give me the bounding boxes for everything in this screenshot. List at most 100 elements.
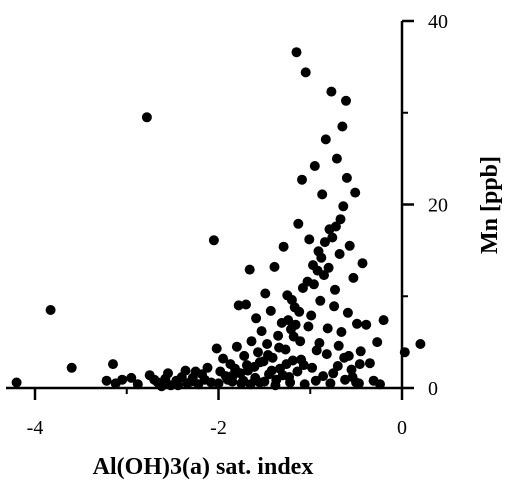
data-point [294, 306, 305, 317]
y-tick-label: 0 [428, 378, 438, 400]
data-point [319, 237, 330, 248]
data-point [357, 258, 368, 269]
data-point [101, 375, 112, 386]
data-point [208, 235, 219, 246]
data-point [350, 187, 361, 198]
data-point [297, 283, 308, 293]
data-point [213, 378, 224, 389]
data-point [231, 341, 242, 352]
x-tick-label: -4 [27, 417, 44, 439]
x-axis-ticks: -4 -2 0 [27, 388, 407, 439]
data-point [263, 350, 273, 360]
data-point [11, 377, 22, 388]
data-point [322, 323, 333, 334]
data-point [290, 319, 301, 330]
data-point [333, 340, 344, 351]
data-point [141, 112, 152, 123]
data-point [238, 375, 249, 386]
y-axis-ticks: 0 20 40 [402, 11, 448, 400]
axes: -4 -2 0 0 20 40 [6, 11, 448, 439]
data-point [307, 362, 318, 373]
data-point [378, 315, 389, 326]
data-point [312, 265, 323, 276]
data-point [66, 362, 77, 373]
data-point [260, 288, 271, 299]
data-point [308, 279, 319, 290]
data-point [292, 366, 303, 377]
data-point [291, 47, 302, 58]
data-point [338, 201, 349, 212]
y-tick-label: 20 [428, 195, 448, 217]
data-point [328, 368, 339, 379]
data-points [11, 47, 426, 392]
data-point [126, 372, 137, 383]
x-tick-label: -2 [210, 417, 227, 439]
data-point [331, 153, 342, 164]
data-point [283, 315, 294, 326]
data-point [317, 189, 328, 200]
data-point [341, 95, 351, 106]
data-point [323, 262, 334, 273]
data-point [330, 221, 341, 232]
data-point [337, 121, 348, 132]
data-point [310, 375, 321, 386]
data-point [227, 376, 238, 387]
data-point [326, 86, 337, 97]
x-tick-label: 0 [397, 417, 407, 439]
data-point [259, 376, 270, 387]
y-tick-label: 40 [428, 11, 448, 33]
data-point [315, 295, 326, 306]
data-point [274, 342, 285, 353]
data-point [278, 241, 289, 252]
data-point [314, 338, 325, 348]
data-point [108, 359, 118, 370]
data-point [180, 365, 191, 376]
data-point [186, 376, 196, 387]
data-point [250, 372, 261, 383]
data-point [288, 331, 299, 342]
data-point [372, 337, 383, 348]
data-point [241, 299, 251, 310]
data-point [334, 249, 345, 259]
data-point [306, 310, 317, 321]
data-point [266, 365, 277, 376]
data-point [352, 318, 362, 329]
data-point [281, 359, 292, 370]
data-point [342, 307, 353, 318]
data-point [265, 305, 276, 316]
data-point [346, 364, 357, 375]
data-point [277, 370, 288, 381]
data-point [190, 366, 201, 377]
data-point [296, 354, 307, 365]
data-point [269, 261, 280, 272]
data-point [262, 339, 273, 349]
data-point [316, 252, 327, 263]
data-point [343, 350, 354, 361]
data-point [218, 353, 229, 364]
data-point [149, 374, 160, 385]
data-point [45, 305, 56, 315]
data-point [244, 264, 255, 275]
x-axis-title: Al(OH)3(a) sat. index [93, 454, 314, 480]
data-point [318, 371, 329, 382]
data-point [361, 319, 372, 330]
data-point [163, 368, 173, 379]
data-point [246, 336, 257, 347]
data-point [329, 301, 340, 312]
data-point [320, 134, 331, 145]
data-point [285, 377, 296, 388]
data-point [364, 358, 375, 369]
data-point [303, 321, 314, 332]
data-point [253, 347, 263, 358]
data-point [297, 174, 307, 185]
data-point [273, 330, 284, 341]
data-point [351, 377, 362, 388]
data-point [251, 313, 262, 324]
data-point [202, 362, 213, 373]
data-point [336, 327, 347, 337]
data-point [354, 359, 365, 370]
data-point [300, 67, 311, 78]
data-point [254, 357, 265, 368]
y-axis-title: Mn [ppb] [477, 156, 503, 254]
